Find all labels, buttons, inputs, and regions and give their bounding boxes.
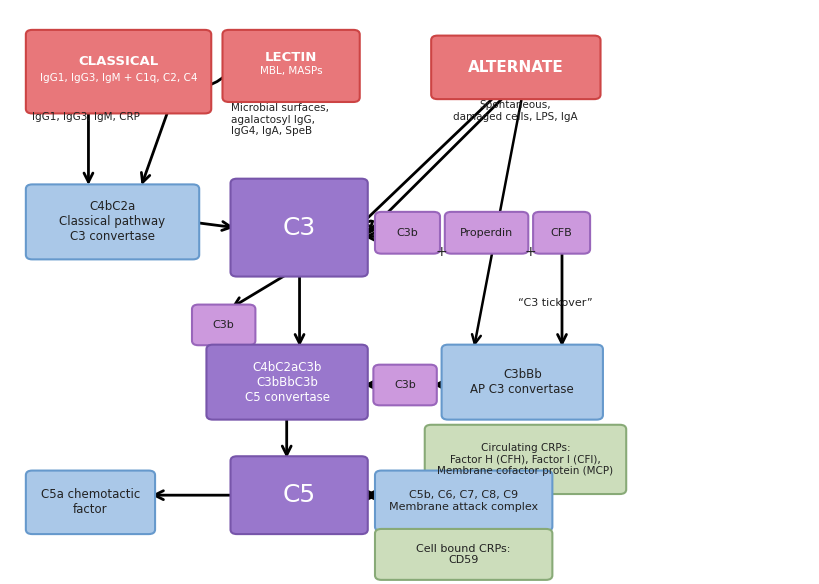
Text: “C3 tickover”: “C3 tickover” — [518, 298, 592, 308]
FancyBboxPatch shape — [431, 36, 600, 99]
Text: C3b: C3b — [396, 228, 419, 238]
Text: MBL, MASPs: MBL, MASPs — [260, 66, 323, 77]
FancyBboxPatch shape — [373, 364, 437, 405]
Text: ALTERNATE: ALTERNATE — [468, 60, 563, 75]
Text: C4bC2a
Classical pathway
C3 convertase: C4bC2a Classical pathway C3 convertase — [60, 200, 165, 244]
FancyBboxPatch shape — [192, 305, 256, 345]
Text: Microbial surfaces,
agalactosyl IgG,
IgG4, IgA, SpeB: Microbial surfaces, agalactosyl IgG, IgG… — [231, 103, 329, 136]
Text: +: + — [524, 245, 536, 259]
FancyBboxPatch shape — [533, 212, 590, 253]
Text: C4bC2aC3b
C3bBbC3b
C5 convertase: C4bC2aC3b C3bBbC3b C5 convertase — [245, 361, 329, 404]
FancyBboxPatch shape — [425, 425, 627, 494]
Text: Spontaneous,
damaged cells, LPS, IgA: Spontaneous, damaged cells, LPS, IgA — [453, 100, 577, 122]
FancyBboxPatch shape — [441, 345, 603, 420]
FancyBboxPatch shape — [230, 179, 368, 277]
Text: IgG1, IgG3, IgM, CRP: IgG1, IgG3, IgM, CRP — [32, 112, 140, 121]
Text: C5: C5 — [283, 483, 315, 507]
Text: Cell bound CRPs:
CD59: Cell bound CRPs: CD59 — [417, 544, 511, 565]
FancyBboxPatch shape — [206, 345, 368, 420]
FancyBboxPatch shape — [375, 471, 552, 531]
Text: CFB: CFB — [550, 228, 572, 238]
FancyBboxPatch shape — [230, 456, 368, 534]
FancyBboxPatch shape — [26, 30, 211, 113]
FancyBboxPatch shape — [26, 471, 155, 534]
FancyBboxPatch shape — [375, 212, 440, 253]
Text: C3b: C3b — [394, 380, 416, 390]
Text: C5b, C6, C7, C8, C9
Membrane attack complex: C5b, C6, C7, C8, C9 Membrane attack comp… — [389, 490, 538, 512]
Text: IgG1, IgG3, IgM + C1q, C2, C4: IgG1, IgG3, IgM + C1q, C2, C4 — [40, 73, 197, 83]
FancyBboxPatch shape — [375, 529, 552, 580]
FancyBboxPatch shape — [223, 30, 360, 102]
Text: Properdin: Properdin — [460, 228, 514, 238]
Text: C3b: C3b — [213, 320, 234, 330]
FancyBboxPatch shape — [445, 212, 528, 253]
Text: LECTIN: LECTIN — [265, 51, 317, 64]
Text: C3: C3 — [283, 215, 316, 239]
Text: Circulating CRPs:
Factor H (CFH), Factor I (CFI),
Membrane cofactor protein (MCP: Circulating CRPs: Factor H (CFH), Factor… — [437, 443, 613, 476]
FancyBboxPatch shape — [26, 185, 199, 259]
Text: C5a chemotactic
factor: C5a chemotactic factor — [41, 488, 140, 516]
Text: CLASSICAL: CLASSICAL — [79, 55, 159, 68]
Text: +: + — [436, 245, 447, 259]
Text: C3bBb
AP C3 convertase: C3bBb AP C3 convertase — [470, 368, 574, 396]
